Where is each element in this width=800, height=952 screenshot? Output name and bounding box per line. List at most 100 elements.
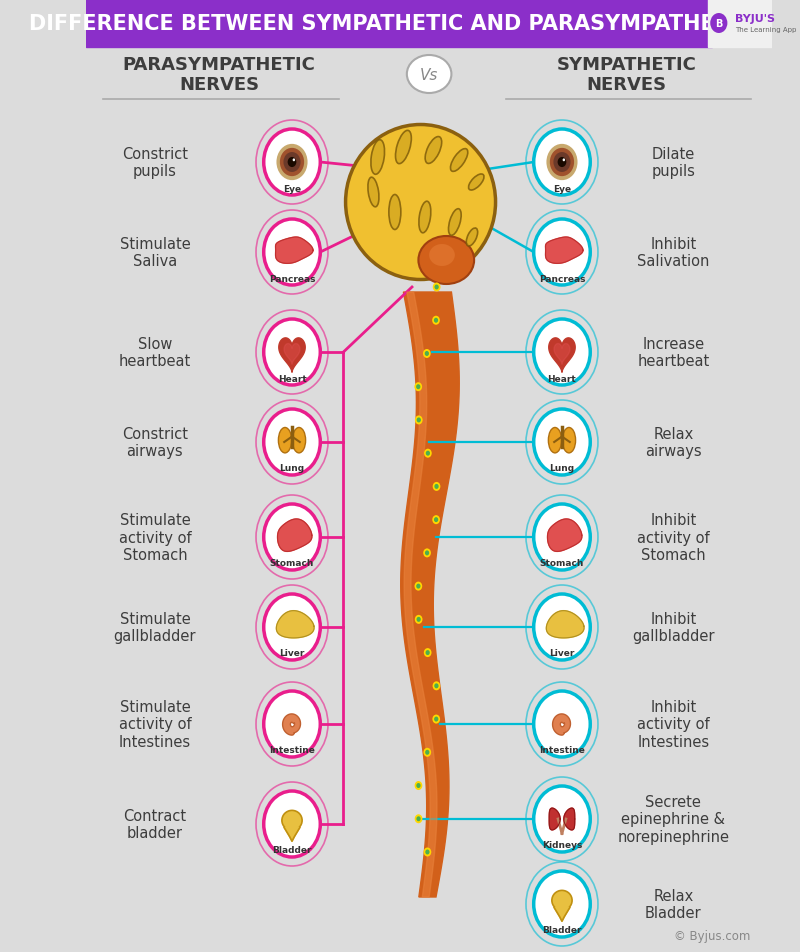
Circle shape	[534, 409, 590, 475]
Circle shape	[264, 320, 320, 386]
Polygon shape	[404, 292, 437, 897]
Ellipse shape	[346, 126, 495, 280]
FancyBboxPatch shape	[86, 0, 712, 48]
Ellipse shape	[368, 178, 379, 208]
Polygon shape	[564, 808, 574, 830]
Text: Relax
airways: Relax airways	[645, 426, 702, 459]
Circle shape	[426, 849, 430, 855]
Circle shape	[264, 691, 320, 757]
Circle shape	[534, 220, 590, 286]
Circle shape	[434, 286, 438, 290]
Circle shape	[432, 316, 440, 326]
Circle shape	[434, 518, 438, 523]
Circle shape	[264, 505, 320, 570]
Text: Stimulate
Saliva: Stimulate Saliva	[119, 236, 190, 268]
Circle shape	[416, 584, 421, 589]
Circle shape	[426, 451, 430, 456]
Text: BYJU'S: BYJU'S	[735, 14, 775, 24]
Circle shape	[550, 149, 574, 177]
Polygon shape	[546, 238, 583, 264]
Polygon shape	[549, 339, 575, 373]
Circle shape	[288, 158, 296, 168]
Text: Inhibit
activity of
Intestines: Inhibit activity of Intestines	[637, 700, 710, 749]
Circle shape	[432, 715, 440, 724]
Circle shape	[424, 648, 431, 658]
Circle shape	[416, 817, 421, 822]
Circle shape	[417, 418, 421, 423]
Circle shape	[434, 318, 438, 324]
Text: Intestine: Intestine	[539, 745, 585, 755]
Circle shape	[425, 351, 429, 357]
Ellipse shape	[395, 131, 411, 165]
Ellipse shape	[548, 428, 562, 453]
Circle shape	[433, 682, 440, 690]
Text: DIFFERENCE BETWEEN SYMPATHETIC AND PARASYMPATHETIC: DIFFERENCE BETWEEN SYMPATHETIC AND PARAS…	[29, 14, 752, 34]
Circle shape	[277, 145, 307, 181]
Text: PARASYMPATHETIC
NERVES: PARASYMPATHETIC NERVES	[122, 55, 315, 94]
Circle shape	[534, 320, 590, 386]
Polygon shape	[278, 520, 312, 552]
Circle shape	[434, 485, 438, 489]
Circle shape	[425, 551, 430, 556]
Polygon shape	[401, 292, 459, 897]
Ellipse shape	[407, 56, 451, 94]
Circle shape	[264, 220, 320, 286]
Ellipse shape	[389, 195, 401, 230]
Bar	[86, 0, 712, 48]
Ellipse shape	[371, 141, 385, 175]
Text: Secrete
epinephrine &
norepinephrine: Secrete epinephrine & norepinephrine	[618, 794, 730, 844]
Text: Stimulate
activity of
Intestines: Stimulate activity of Intestines	[118, 700, 191, 749]
Text: Stomach: Stomach	[270, 559, 314, 568]
Text: Stomach: Stomach	[540, 559, 584, 568]
Circle shape	[414, 814, 422, 823]
Ellipse shape	[429, 245, 455, 267]
Circle shape	[293, 159, 295, 162]
Text: Constrict
pupils: Constrict pupils	[122, 147, 188, 179]
Ellipse shape	[449, 209, 461, 236]
Circle shape	[280, 149, 304, 177]
Text: Inhibit
activity of
Stomach: Inhibit activity of Stomach	[637, 512, 710, 563]
Bar	[708, 0, 772, 48]
Circle shape	[554, 153, 570, 173]
Text: B: B	[715, 19, 722, 29]
Text: Pancreas: Pancreas	[269, 274, 315, 283]
Ellipse shape	[278, 428, 292, 453]
Text: Vs: Vs	[420, 68, 438, 83]
Text: Eye: Eye	[283, 185, 301, 193]
Ellipse shape	[425, 137, 442, 165]
Circle shape	[423, 548, 431, 558]
Text: Kidneys: Kidneys	[542, 841, 582, 849]
Text: Contract
bladder: Contract bladder	[123, 808, 186, 841]
Ellipse shape	[292, 428, 306, 453]
Text: Eye: Eye	[553, 185, 571, 193]
Circle shape	[434, 684, 438, 688]
Circle shape	[415, 416, 422, 425]
Text: SYMPATHETIC
NERVES: SYMPATHETIC NERVES	[556, 55, 696, 94]
Text: Lung: Lung	[550, 464, 574, 473]
Text: Pancreas: Pancreas	[538, 274, 586, 283]
Polygon shape	[284, 345, 300, 365]
Text: Lung: Lung	[279, 464, 305, 473]
Circle shape	[534, 594, 590, 661]
Circle shape	[534, 129, 590, 196]
Ellipse shape	[552, 890, 572, 910]
Circle shape	[423, 847, 431, 857]
Circle shape	[423, 349, 430, 359]
Polygon shape	[550, 808, 560, 830]
Ellipse shape	[418, 237, 474, 285]
Circle shape	[264, 129, 320, 196]
Text: Inhibit
Salivation: Inhibit Salivation	[638, 236, 710, 268]
Circle shape	[534, 786, 590, 852]
Text: Intestine: Intestine	[269, 745, 315, 755]
Circle shape	[417, 617, 421, 623]
Text: Stimulate
activity of
Stomach: Stimulate activity of Stomach	[118, 512, 191, 563]
Polygon shape	[275, 238, 313, 264]
Circle shape	[414, 582, 422, 591]
Circle shape	[433, 483, 440, 491]
Text: Bladder: Bladder	[542, 925, 582, 935]
Circle shape	[283, 153, 301, 173]
Circle shape	[434, 717, 438, 722]
Circle shape	[414, 383, 422, 392]
Circle shape	[534, 691, 590, 757]
Text: Slow
heartbeat: Slow heartbeat	[118, 336, 191, 368]
